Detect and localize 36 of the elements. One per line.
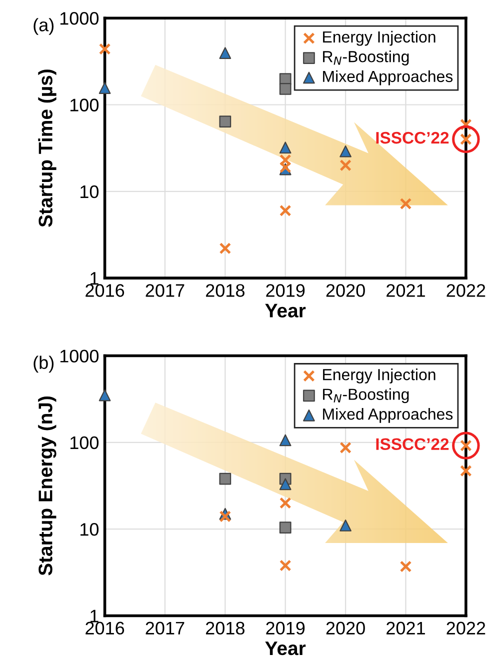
- legend-label: Mixed Approaches: [323, 408, 453, 423]
- x-tick-label: 2020: [326, 622, 365, 635]
- x-tick-label: 2021: [386, 284, 425, 297]
- y-tick-label: 1000: [60, 350, 99, 362]
- x-tick-label: 2016: [86, 284, 124, 297]
- x-tick-label: 2020: [326, 284, 365, 297]
- x-tick-label: 2022: [446, 284, 486, 297]
- legend-label: Mixed Approaches: [323, 70, 453, 86]
- x-tick-label: 2019: [266, 284, 305, 297]
- x-tick-label: 2021: [386, 622, 425, 635]
- x-tick-label: 2022: [446, 622, 486, 635]
- y-tick-label: 100: [70, 436, 99, 450]
- x-axis-title: Year: [265, 642, 306, 656]
- x-axis-title: Year: [265, 304, 306, 318]
- y-tick-label: 10: [80, 523, 99, 536]
- x-tick-label: 2018: [206, 622, 244, 635]
- x-tick-label: 2017: [146, 284, 184, 297]
- x-tick-label: 2019: [266, 622, 305, 635]
- legend-label: Energy Injection: [323, 30, 436, 46]
- y-axis-title: Startup Time (µs): [38, 70, 56, 227]
- legend-label: R$_{N}$-Boosting: [323, 50, 409, 66]
- y-tick-label: 100: [70, 98, 99, 112]
- legend-label: Energy Injection: [323, 368, 436, 384]
- y-tick-label: 1: [90, 610, 98, 622]
- legend-label: R$_{N}$-Boosting: [323, 388, 409, 404]
- y-tick-label: 1: [90, 272, 98, 285]
- annotation: ISSCC’22: [376, 438, 449, 450]
- chart-title: (a): [34, 18, 54, 35]
- annotation: ISSCC’22: [376, 132, 449, 144]
- y-tick-label: 10: [80, 185, 99, 198]
- y-axis-title: Startup Energy (nJ): [38, 396, 56, 576]
- x-tick-label: 2016: [86, 622, 124, 635]
- x-tick-label: 2017: [146, 622, 184, 635]
- chart-title: (b): [34, 356, 54, 373]
- y-tick-label: 1000: [60, 12, 99, 25]
- x-tick-label: 2018: [206, 284, 244, 297]
